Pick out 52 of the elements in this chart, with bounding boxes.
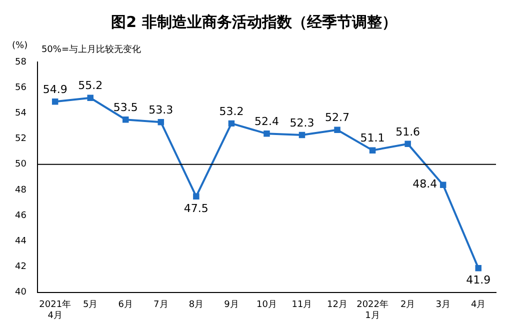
y-tick-label: 44 <box>15 236 27 247</box>
point <box>193 193 200 200</box>
x-tick-label: 7月 <box>154 300 168 310</box>
y-tick-label: 50 <box>15 160 27 170</box>
data-label: 52.7 <box>325 111 350 124</box>
data-label: 51.6 <box>396 125 420 138</box>
text: 50%=与上月比较无变化 <box>41 44 141 55</box>
x-tick-label: 8月 <box>188 300 204 310</box>
point <box>158 119 164 126</box>
data-label: 53.3 <box>148 104 174 117</box>
x-tick-label: 2022年 1月 <box>356 299 388 321</box>
y-tick-label: 42 <box>15 262 26 272</box>
y-tick-label: 46 <box>15 210 27 221</box>
data-label: 53.5 <box>113 100 138 114</box>
point <box>475 264 482 272</box>
x-tick-label: 10月 <box>256 300 277 310</box>
x-tick-label: 2月 <box>400 300 416 310</box>
point <box>334 126 340 133</box>
data-label: 48.4 <box>412 178 438 191</box>
y-tick-label: 40 <box>15 288 27 298</box>
data-label: 41.9 <box>466 273 491 286</box>
x-tick-label: 12月 <box>327 300 348 310</box>
x-tick-label: 9月 <box>224 300 239 310</box>
y-tick-label: 58 <box>15 57 27 68</box>
data-label: 54.9 <box>42 83 68 96</box>
y-tick-label: 54 <box>15 108 27 119</box>
y-tick-label: 52 <box>15 134 26 144</box>
chart-title: 图2 非制造业商务活动指数（经季节调整） <box>111 12 397 31</box>
point <box>404 140 411 148</box>
data-label: 53.2 <box>219 104 244 118</box>
x-tick-label: 4月 <box>470 300 486 310</box>
data-label: 47.5 <box>184 202 208 215</box>
point <box>228 120 235 127</box>
point <box>264 130 270 137</box>
data-label: 52.4 <box>254 115 279 128</box>
point <box>298 132 306 138</box>
data-label: 55.2 <box>78 79 103 92</box>
point <box>52 98 58 105</box>
x-tick-label: 6月 <box>118 300 133 310</box>
y-axis-title: (%) <box>12 41 28 51</box>
data-label: 51.1 <box>360 132 385 145</box>
point <box>369 147 376 154</box>
point <box>87 94 94 101</box>
point <box>122 116 129 123</box>
y-tick-label: 48 <box>15 185 27 196</box>
data-label: 52.3 <box>290 116 314 130</box>
x-tick-label: 2021年 4月 <box>39 299 72 321</box>
point <box>440 182 446 188</box>
x-tick-label: 5月 <box>82 300 98 310</box>
y-tick-label: 56 <box>15 82 27 93</box>
x-tick-label: 3月 <box>436 300 450 310</box>
x-tick-label: 11月 <box>292 300 312 310</box>
